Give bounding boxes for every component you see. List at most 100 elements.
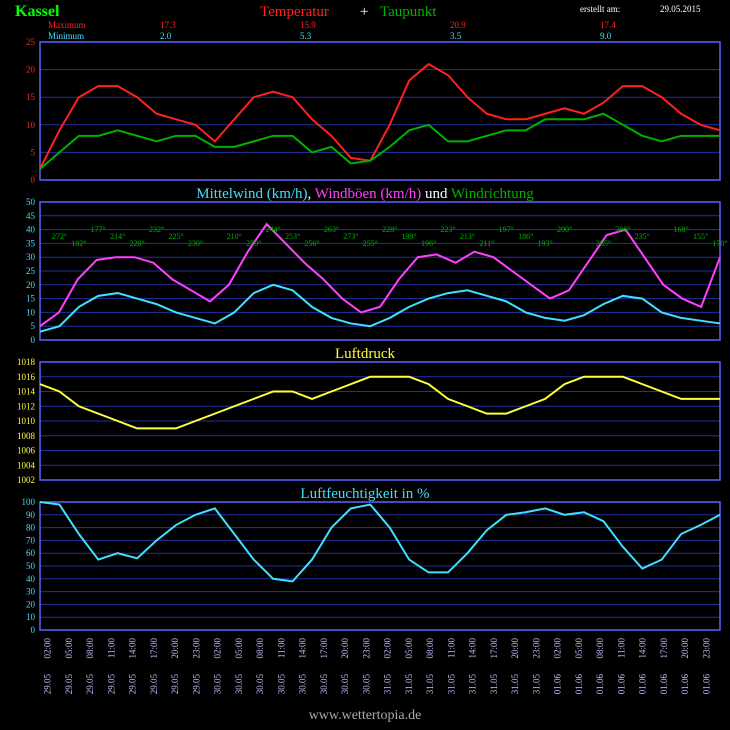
svg-text:1010: 1010 [17,416,36,426]
svg-text:Temperatur: Temperatur [260,4,329,20]
svg-text:15: 15 [26,294,36,304]
svg-text:177°: 177° [91,225,106,234]
svg-text:288°: 288° [615,225,630,234]
svg-text:10: 10 [26,612,36,622]
svg-text:14:00: 14:00 [638,638,648,659]
svg-text:10: 10 [26,307,36,317]
svg-text:17:00: 17:00 [659,638,669,659]
svg-text:08:00: 08:00 [595,638,605,659]
svg-text:20:00: 20:00 [680,638,690,659]
svg-text:30: 30 [26,252,36,262]
svg-text:02:00: 02:00 [43,638,53,659]
svg-text:170°: 170° [712,239,727,248]
svg-text:14:00: 14:00 [298,638,308,659]
svg-text:31.05: 31.05 [510,674,520,695]
svg-text:08:00: 08:00 [425,638,435,659]
svg-text:70: 70 [26,535,36,545]
svg-text:30.05: 30.05 [255,674,265,695]
weather-chart: KasselTemperatur+Taupunkterstellt am:29.… [0,0,730,730]
svg-text:30.05: 30.05 [213,674,223,695]
svg-text:02:00: 02:00 [213,638,223,659]
svg-text:9.0: 9.0 [600,31,612,41]
svg-text:20: 20 [26,599,36,609]
svg-text:Mittelwind (km/h), Windböen (k: Mittelwind (km/h), Windböen (km/h) und W… [196,186,534,202]
svg-text:232°: 232° [149,225,164,234]
svg-text:17:00: 17:00 [149,638,159,659]
svg-text:35: 35 [26,238,36,248]
svg-text:01.06: 01.06 [553,674,563,695]
svg-text:256°: 256° [304,239,319,248]
svg-text:29.05: 29.05 [128,674,138,695]
svg-text:197°: 197° [499,225,514,234]
svg-text:50: 50 [26,561,36,571]
svg-text:30.05: 30.05 [276,674,286,695]
svg-text:5: 5 [31,321,36,331]
svg-text:Taupunkt: Taupunkt [380,4,437,20]
svg-text:214°: 214° [110,232,125,241]
svg-text:05:00: 05:00 [404,638,414,659]
svg-text:186°: 186° [518,232,533,241]
svg-text:2.0: 2.0 [160,31,172,41]
svg-text:31.05: 31.05 [531,674,541,695]
svg-text:168°: 168° [674,225,689,234]
svg-text:08:00: 08:00 [85,638,95,659]
svg-text:31.05: 31.05 [404,674,414,695]
svg-text:90: 90 [26,510,36,520]
svg-text:29.05: 29.05 [106,674,116,695]
svg-text:1014: 1014 [17,387,36,397]
svg-text:272°: 272° [52,232,67,241]
svg-text:3.5: 3.5 [450,31,462,41]
svg-text:196°: 196° [421,239,436,248]
svg-text:20: 20 [26,280,36,290]
svg-text:01.06: 01.06 [701,674,711,695]
svg-text:228°: 228° [382,225,397,234]
svg-text:199°: 199° [402,232,417,241]
svg-text:29.05: 29.05 [149,674,159,695]
svg-text:23:00: 23:00 [701,638,711,659]
svg-text:05:00: 05:00 [64,638,74,659]
svg-text:+: + [360,4,368,20]
svg-text:30.05: 30.05 [319,674,329,695]
svg-text:1012: 1012 [17,401,35,411]
svg-text:17:00: 17:00 [489,638,499,659]
svg-text:20: 20 [26,65,36,75]
svg-text:11:00: 11:00 [616,638,626,659]
svg-text:223°: 223° [440,225,455,234]
svg-text:15: 15 [26,92,36,102]
svg-text:14:00: 14:00 [468,638,478,659]
svg-text:30.05: 30.05 [234,674,244,695]
svg-text:20.9: 20.9 [450,20,466,30]
svg-text:211°: 211° [479,239,494,248]
svg-text:20:00: 20:00 [510,638,520,659]
svg-text:1016: 1016 [17,372,36,382]
footer-url: www.wettertopia.de [0,708,730,724]
svg-text:60: 60 [26,548,36,558]
svg-text:30.05: 30.05 [298,674,308,695]
svg-text:31.05: 31.05 [425,674,435,695]
svg-text:01.06: 01.06 [574,674,584,695]
svg-text:45: 45 [26,211,36,221]
svg-text:0: 0 [31,625,36,635]
svg-text:40: 40 [26,225,36,235]
svg-text:14:00: 14:00 [128,638,138,659]
svg-text:17.3: 17.3 [160,20,176,30]
svg-text:244°: 244° [266,225,281,234]
svg-text:5: 5 [31,147,36,157]
svg-text:01.06: 01.06 [680,674,690,695]
svg-text:20:00: 20:00 [340,638,350,659]
svg-text:23:00: 23:00 [191,638,201,659]
svg-text:263°: 263° [324,225,339,234]
svg-text:25: 25 [26,37,36,47]
svg-text:01.06: 01.06 [659,674,669,695]
svg-text:Minimum: Minimum [48,31,84,41]
svg-text:100: 100 [22,497,36,507]
svg-text:Maximum: Maximum [48,20,86,30]
svg-text:11:00: 11:00 [106,638,116,659]
svg-text:Luftdruck: Luftdruck [335,346,395,362]
svg-text:200°: 200° [557,225,572,234]
svg-text:31.05: 31.05 [383,674,393,695]
svg-text:285°: 285° [596,239,611,248]
svg-text:155°: 155° [693,232,708,241]
svg-text:5.3: 5.3 [300,31,312,41]
svg-text:230°: 230° [188,239,203,248]
